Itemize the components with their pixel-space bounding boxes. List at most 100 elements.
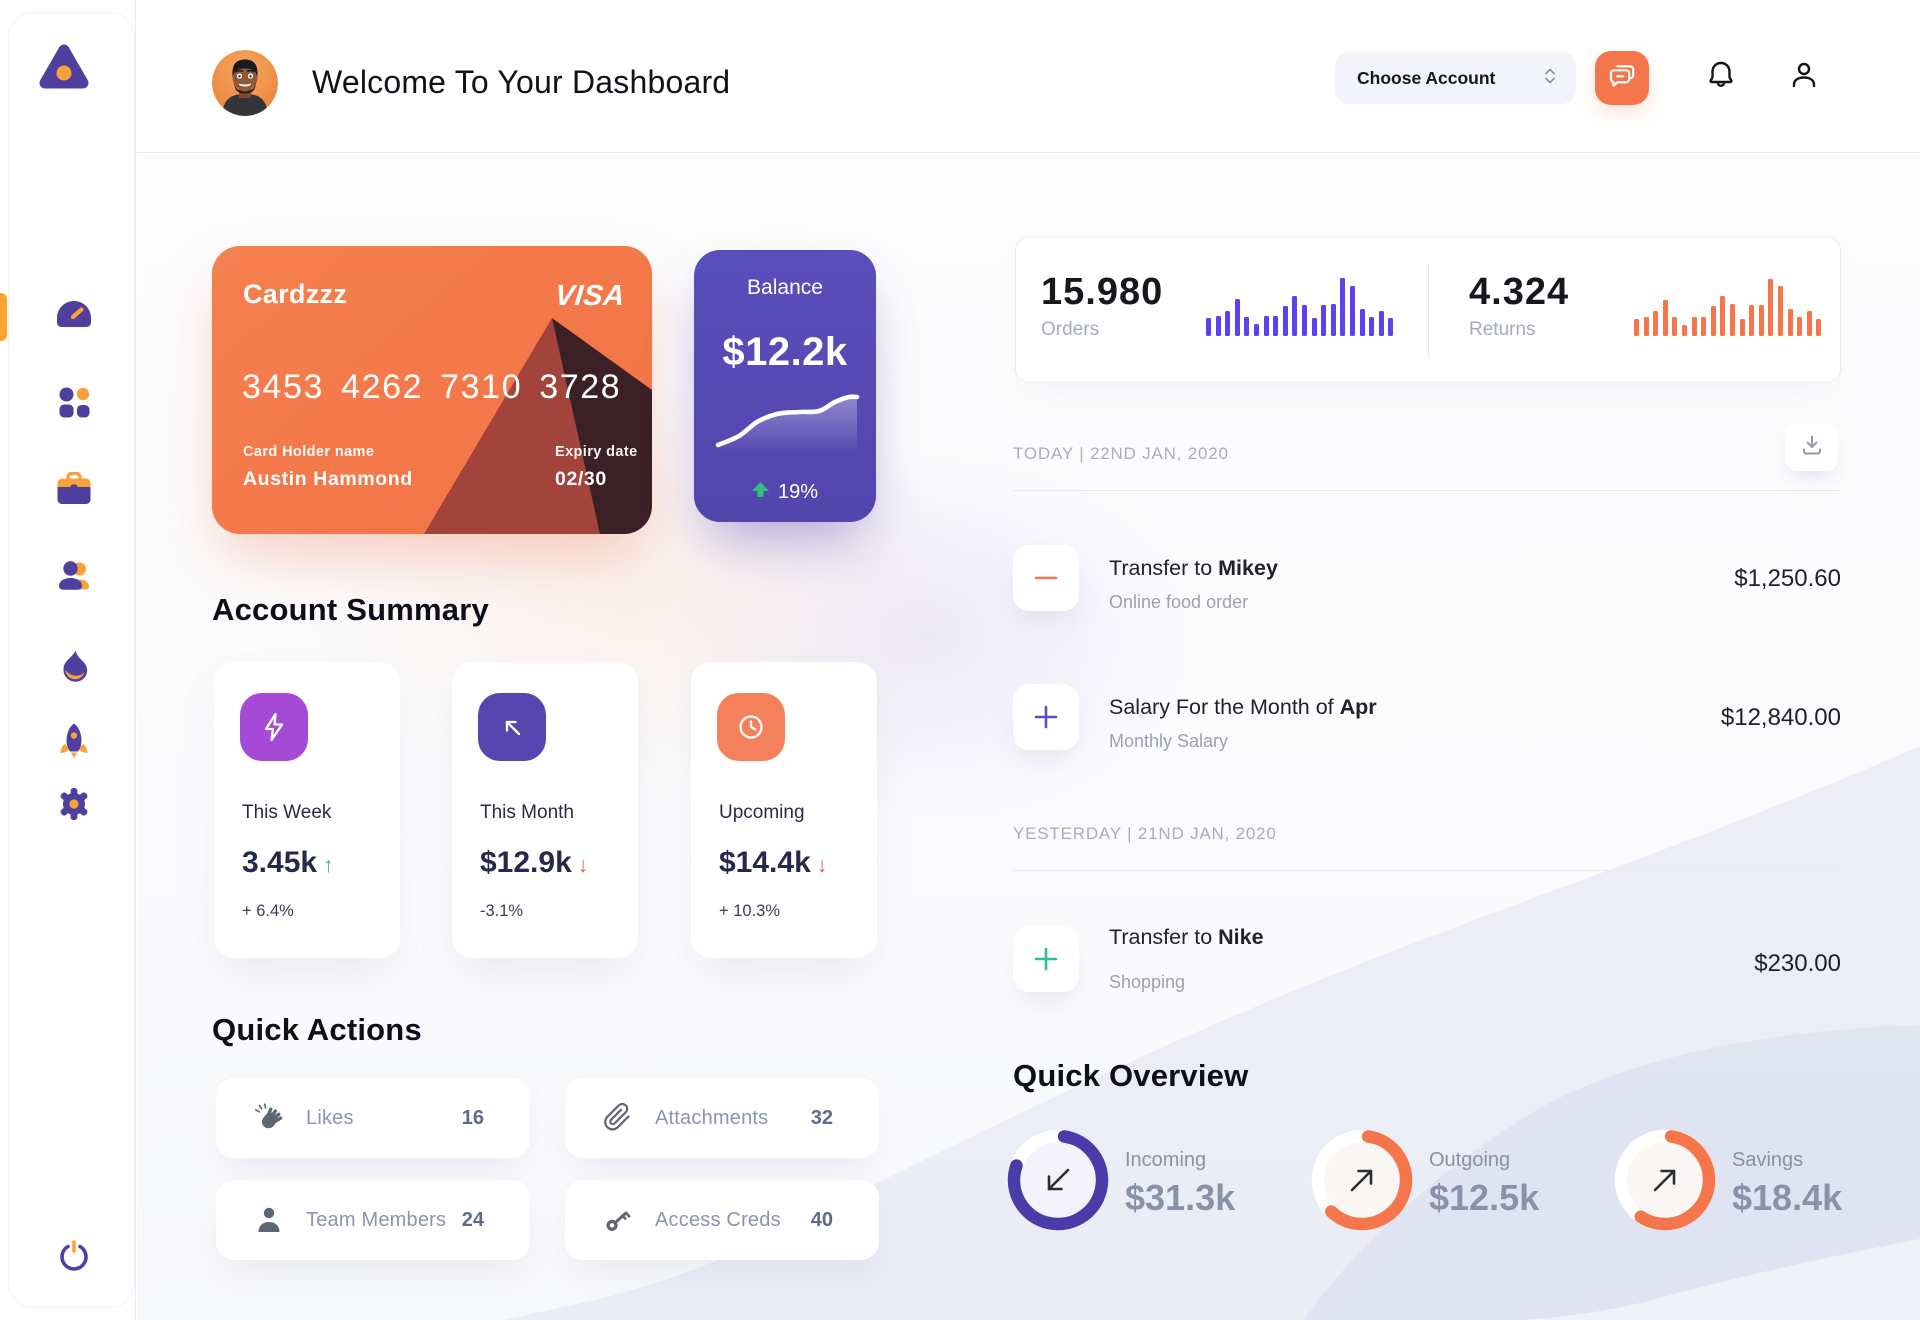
sidebar-logout[interactable] (50, 1234, 98, 1282)
transaction-icon-minus (1013, 545, 1079, 611)
returns-label: Returns (1469, 319, 1536, 340)
sidebar-item-settings[interactable] (50, 782, 98, 830)
download-icon (1800, 433, 1824, 462)
bar (1282, 306, 1288, 336)
key-icon (603, 1205, 633, 1235)
transaction-icon-plus (1013, 926, 1079, 992)
incoming-value: $31.3k (1125, 1177, 1236, 1218)
bar (1662, 300, 1668, 336)
download-button[interactable] (1785, 424, 1838, 471)
transaction-subtitle: Online food order (1109, 592, 1249, 612)
clock-icon (717, 693, 785, 761)
quick-action-value: 32 (810, 1106, 833, 1129)
bar (1749, 305, 1755, 336)
unfold-icon (1542, 66, 1558, 91)
summary-card-week[interactable]: This Week 3.45k ↑ + 6.4% (214, 662, 400, 958)
bar (1634, 319, 1639, 336)
summary-change: -3.1% (480, 902, 524, 920)
briefcase-icon (55, 471, 93, 511)
savings-ring (1608, 1123, 1722, 1237)
trend-down-arrow: ↓ (816, 854, 828, 877)
divider (1013, 870, 1841, 871)
page-title: Welcome To Your Dashboard (312, 64, 731, 100)
quick-action-team-members[interactable]: Team Members 24 (216, 1180, 530, 1260)
bar (1330, 304, 1336, 336)
trend-down-arrow: ↓ (577, 854, 589, 877)
gauge-icon (55, 298, 93, 337)
bar (1321, 305, 1327, 336)
bar (1806, 311, 1812, 336)
bar (1244, 317, 1250, 336)
quick-action-value: 40 (810, 1208, 833, 1231)
transaction-title: Salary For the Month of Apr (1109, 695, 1377, 719)
sidebar-item-launch[interactable] (50, 718, 98, 766)
quick-action-likes[interactable]: Likes 16 (216, 1078, 530, 1158)
bar (1311, 318, 1317, 336)
trend-up-arrow: ↑ (323, 854, 334, 877)
notifications-button[interactable] (1701, 57, 1741, 97)
profile-button[interactable] (1784, 57, 1824, 97)
bar (1263, 316, 1269, 336)
bar (1359, 309, 1365, 336)
user-avatar[interactable] (212, 50, 278, 116)
quick-action-value: 16 (461, 1106, 484, 1129)
rocket-icon (57, 722, 91, 763)
balance-trend: 19% (694, 481, 876, 504)
sidebar-item-portfolio[interactable] (50, 467, 98, 515)
sidebar-item-dashboard[interactable] (50, 293, 98, 341)
stats-divider (1428, 263, 1429, 358)
sidebar-divider (135, 0, 136, 1320)
summary-card-upcoming[interactable]: Upcoming $14.4k ↓ + 10.3% (691, 662, 877, 958)
arrow-up-right-icon (1350, 1169, 1373, 1192)
bar (1816, 319, 1822, 336)
sidebar-item-contacts[interactable] (50, 554, 98, 602)
summary-value: $12.9k ↓ (480, 846, 589, 879)
power-icon (57, 1239, 91, 1278)
bar (1710, 306, 1716, 336)
sidebar-item-apps[interactable] (50, 380, 98, 428)
summary-card-month[interactable]: This Month $12.9k ↓ -3.1% (452, 662, 638, 958)
bar (1206, 318, 1211, 336)
summary-value: $14.4k ↓ (719, 846, 828, 879)
bar (1643, 317, 1649, 336)
transaction-amount: $230.00 (1754, 950, 1841, 977)
outgoing-value: $12.5k (1429, 1177, 1540, 1218)
bar (1225, 311, 1231, 336)
balance-label: Balance (747, 276, 823, 299)
transaction-subtitle: Monthly Salary (1109, 731, 1229, 751)
bar (1701, 317, 1707, 336)
messages-button[interactable] (1595, 51, 1649, 105)
sidebar-item-activity[interactable] (50, 645, 98, 693)
plus-icon (1034, 947, 1058, 971)
quick-action-value: 24 (461, 1208, 484, 1231)
incoming-ring (1001, 1123, 1115, 1237)
summary-change: + 6.4% (242, 902, 294, 920)
quick-action-attachments[interactable]: Attachments 32 (565, 1078, 879, 1158)
bar (1691, 317, 1697, 336)
quick-action-access-creds[interactable]: Access Creds 40 (565, 1180, 879, 1260)
returns-value: 4.324 (1469, 271, 1570, 313)
bar (1215, 316, 1221, 336)
transaction-amount: $1,250.60 (1734, 565, 1841, 592)
gear-icon (56, 786, 92, 827)
transaction-title: Transfer to Mikey (1109, 556, 1278, 580)
paperclip-icon (603, 1103, 633, 1133)
account-dropdown[interactable]: Choose Account (1335, 52, 1576, 104)
up-arrow-icon (751, 482, 769, 503)
bar (1720, 296, 1726, 336)
visa-logo: VISA (553, 280, 627, 312)
plus-icon (1034, 705, 1058, 729)
grid-icon (56, 384, 92, 425)
bar (1369, 317, 1375, 336)
quick-action-label: Likes (306, 1106, 354, 1129)
balance-chart (711, 387, 861, 462)
quick-action-label: Team Members (306, 1208, 447, 1231)
quick-action-label: Attachments (655, 1106, 769, 1129)
summary-label: This Month (480, 802, 574, 823)
summary-label: This Week (242, 802, 332, 823)
credit-card[interactable]: Cardzzz VISA 3453 4262 7310 3728 Card Ho… (212, 246, 652, 534)
bar (1787, 309, 1793, 336)
bar (1758, 305, 1764, 336)
balance-card[interactable]: Balance $12.2k 19% (694, 250, 876, 522)
card-number: 3453 4262 7310 3728 (242, 368, 622, 406)
